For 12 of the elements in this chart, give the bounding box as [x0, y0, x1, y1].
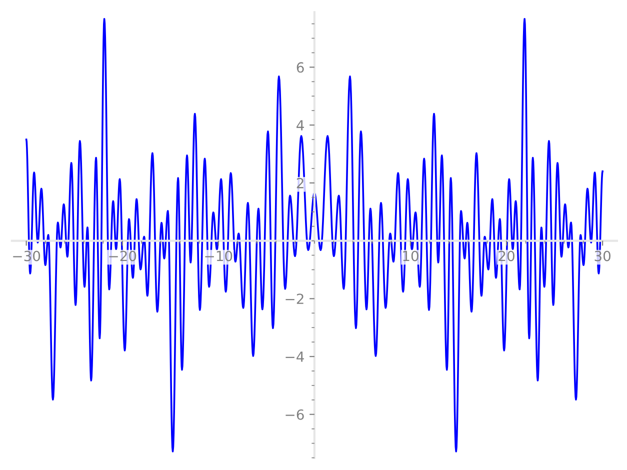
x-tick-label: −30	[13, 250, 40, 262]
y-tick-label: −2	[286, 294, 304, 304]
y-tick-label: 2	[296, 178, 304, 188]
y-tick-label: 4	[296, 120, 304, 130]
x-tick-label: −20	[109, 250, 136, 262]
x-tick-label: 30	[594, 250, 610, 262]
y-tick-label: −6	[286, 409, 304, 420]
x-tick-label: 10	[403, 250, 418, 262]
y-tick-label: 6	[296, 62, 304, 73]
x-tick-label: −10	[205, 250, 232, 262]
x-tick-label: 20	[498, 250, 514, 262]
y-tick-label: −4	[286, 352, 304, 362]
